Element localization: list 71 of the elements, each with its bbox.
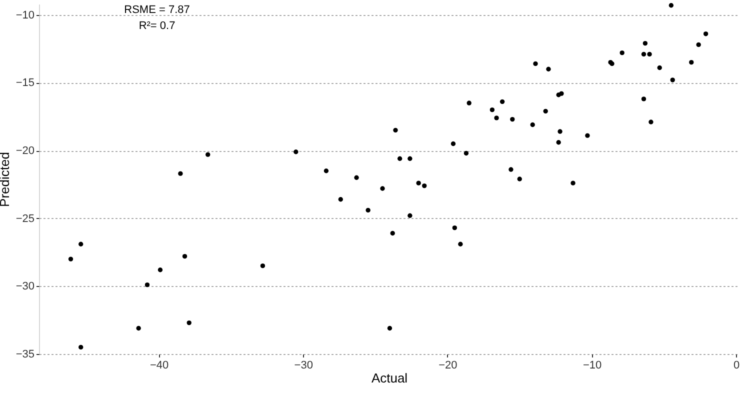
point [546,66,551,72]
point [508,167,514,172]
point [466,100,472,106]
point [408,156,412,161]
annotation: R²= 0.7 [138,20,176,32]
y-tick-label: −25 [16,212,34,225]
point [668,3,674,8]
point [585,133,590,138]
point [570,180,576,186]
point [517,176,522,182]
x-tick-label: −40 [150,360,169,372]
point [68,256,74,262]
point [380,186,385,191]
point [670,78,675,82]
point [78,344,84,350]
x-tick-label: −20 [438,360,458,372]
x-tick-label: −10 [582,360,602,372]
point [500,99,505,104]
point [294,150,298,154]
annotation: RSME = 7.87 [124,4,190,16]
point [464,150,469,156]
point [416,180,421,186]
point [397,156,402,161]
point [543,108,548,114]
point [642,41,648,46]
point [260,263,266,268]
point [450,141,456,146]
point [422,183,427,188]
x-axis-title: Actual [371,370,408,386]
point [206,152,210,157]
point [393,128,398,133]
point [689,60,694,65]
y-tick-label: −15 [16,77,34,90]
point [390,230,395,236]
y-tick-label: −30 [16,280,34,293]
point [641,52,646,57]
point [324,168,329,174]
point [620,50,624,56]
point [178,171,183,176]
point [78,242,84,246]
x-tick-label: −30 [294,360,313,372]
point [533,61,538,66]
point [338,197,343,202]
y-tick-label: −10 [16,9,34,22]
point [696,42,701,48]
point [556,140,561,145]
point [144,282,150,288]
point [366,208,370,213]
point [387,326,392,331]
point [186,320,192,326]
point [158,268,163,272]
point [452,225,458,230]
point [530,122,535,128]
point [408,213,412,218]
point [647,52,652,57]
point [182,254,188,259]
point [558,129,562,134]
point [136,326,141,331]
point [556,92,561,98]
point [648,120,654,124]
x-tick-label: 0 [734,360,740,372]
y-tick-label: −35 [16,348,34,360]
point [490,107,495,112]
point [494,116,499,120]
point [703,32,708,36]
point [641,96,646,102]
point [510,116,515,122]
point [458,242,463,246]
point [657,65,662,70]
y-tick-label: −20 [16,145,34,158]
point [354,175,359,180]
